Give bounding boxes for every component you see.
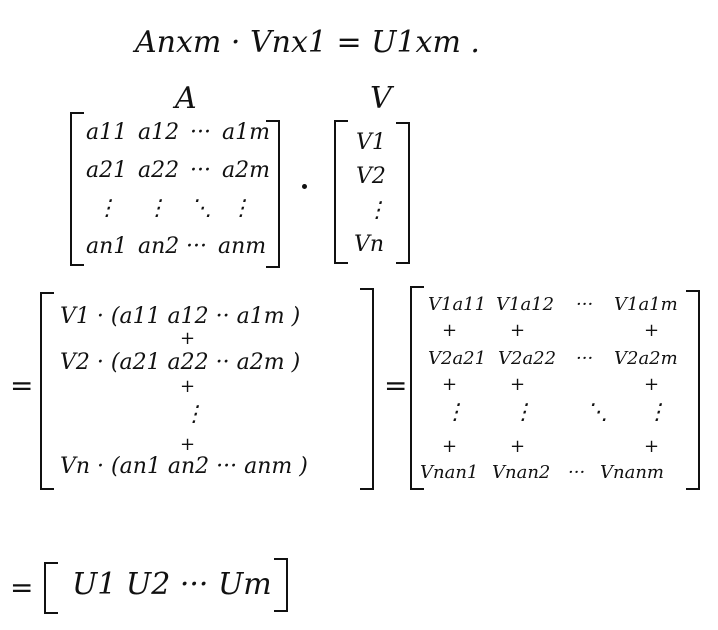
step3-right-bracket [686, 290, 700, 490]
step2-row: Vn · (an1 an2 ··· anm ) [60, 454, 308, 479]
matrix-a-cell: ⋮ [146, 196, 168, 221]
result-right-bracket [274, 558, 288, 612]
step3-plus: + [442, 436, 458, 457]
vector-v-cell: V1 [356, 130, 386, 155]
step3-cell: ··· [568, 462, 586, 483]
main-equation: Anxm · Vnx1 = U1xm . [135, 25, 480, 60]
step2-plus: + [180, 328, 196, 349]
step3-cell: ··· [576, 294, 594, 315]
step3-cell: Vnanm [600, 462, 664, 483]
vector-v-cell: Vn [354, 232, 385, 257]
step3-plus: + [442, 320, 458, 341]
matrix-a-cell: ··· [190, 158, 211, 183]
matrix-a-cell: anm [218, 234, 267, 259]
equals-sign: = [10, 369, 34, 402]
matrix-a-cell: a1m [222, 120, 270, 145]
matrix-a-cell: an2 [138, 234, 180, 259]
step3-plus: + [644, 374, 660, 395]
result-left-bracket [44, 562, 58, 614]
label-A: A [175, 81, 197, 116]
vector-v-right-bracket [396, 122, 410, 264]
matrix-a-cell: ··· [186, 234, 207, 259]
matrix-a-cell: ⋱ [190, 196, 212, 221]
step3-cell: V2a22 [498, 348, 557, 369]
step3-cell: ⋮ [444, 400, 466, 425]
step3-left-bracket [410, 286, 424, 490]
equals-sign: = [10, 571, 34, 604]
label-V: V [370, 81, 392, 116]
step3-cell: V1a1m [614, 294, 678, 315]
multiply-dot [302, 184, 307, 189]
step3-plus: + [644, 436, 660, 457]
matrix-a-cell: a22 [138, 158, 180, 183]
step3-cell: V1a11 [428, 294, 487, 315]
step2-plus: + [180, 434, 196, 455]
step3-plus: + [510, 320, 526, 341]
matrix-a-left-bracket [70, 112, 84, 266]
step2-left-bracket [40, 292, 54, 490]
step2-row: V1 · (a11 a12 ·· a1m ) [60, 304, 301, 329]
matrix-a-cell: a2m [222, 158, 270, 183]
matrix-a-cell: a11 [86, 120, 128, 145]
step3-cell: Vnan1 [420, 462, 479, 483]
matrix-a-right-bracket [266, 120, 280, 268]
matrix-a-cell: a21 [86, 158, 128, 183]
step3-cell: V2a2m [614, 348, 678, 369]
step3-plus: + [510, 374, 526, 395]
step3-cell: ⋮ [512, 400, 534, 425]
step3-plus: + [442, 374, 458, 395]
step2-plus: + [180, 376, 196, 397]
step3-plus: + [510, 436, 526, 457]
step3-cell: V2a21 [428, 348, 487, 369]
matrix-a-cell: a12 [138, 120, 180, 145]
step3-cell: Vnan2 [492, 462, 551, 483]
step3-cell: ⋱ [586, 400, 608, 425]
step3-cell: V1a12 [496, 294, 555, 315]
step2-right-bracket [360, 288, 374, 490]
matrix-a-cell: an1 [86, 234, 128, 259]
vector-v-cell: ⋮ [366, 198, 388, 223]
vector-v-cell: V2 [356, 164, 386, 189]
matrix-a-cell: ⋮ [230, 196, 252, 221]
matrix-a-cell: ··· [190, 120, 211, 145]
step2-vdots: ⋮ [183, 402, 205, 427]
step2-row: V2 · (a21 a22 ·· a2m ) [60, 350, 301, 375]
equals-sign: = [384, 369, 408, 402]
step3-cell: ··· [576, 348, 594, 369]
vector-v-left-bracket [334, 120, 348, 264]
matrix-a-cell: ⋮ [96, 196, 118, 221]
result-row: U1 U2 ··· Um [72, 567, 272, 602]
step3-plus: + [644, 320, 660, 341]
step3-cell: ⋮ [646, 400, 668, 425]
